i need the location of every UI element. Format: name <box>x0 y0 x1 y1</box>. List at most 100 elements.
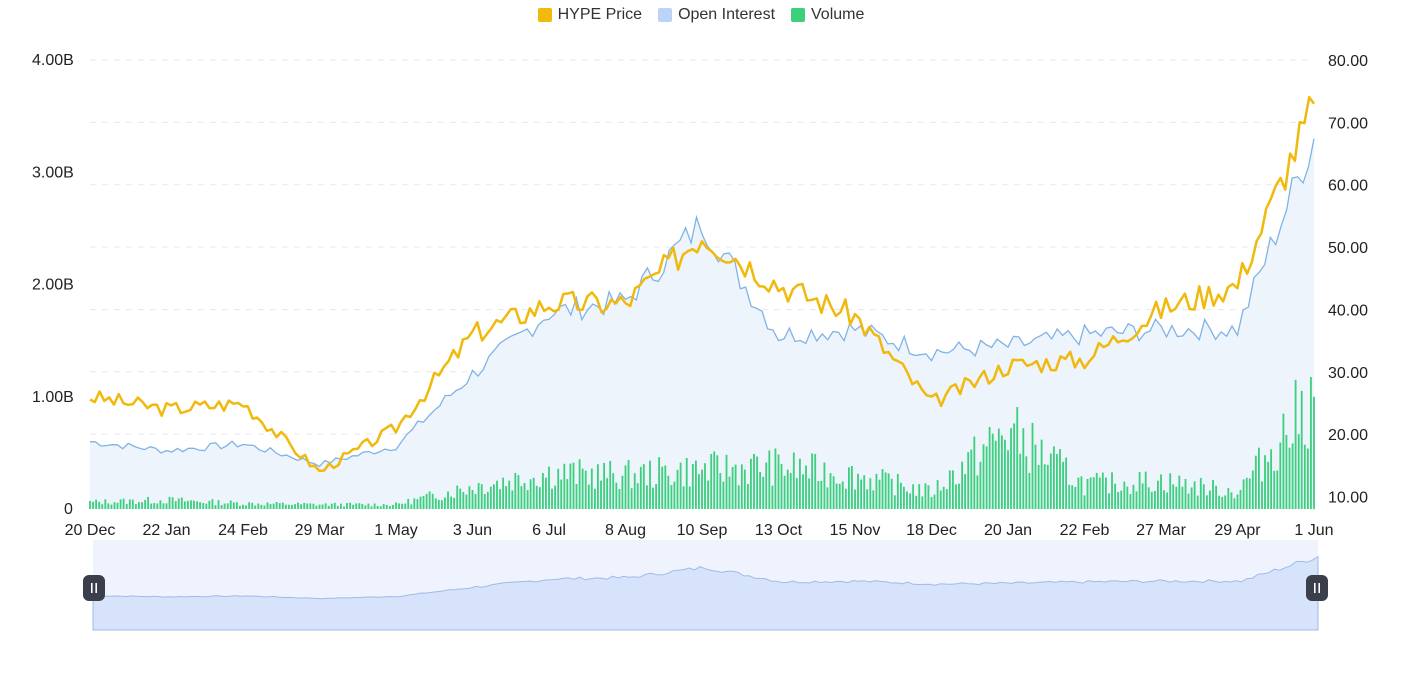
volume-bar <box>618 489 621 509</box>
volume-bar <box>698 474 700 509</box>
right-axis-tick: 20.00 <box>1328 427 1368 444</box>
volume-bar <box>92 501 94 509</box>
volume-bar <box>771 485 774 509</box>
volume-bar <box>1310 377 1312 509</box>
volume-bar <box>1279 442 1282 509</box>
volume-bar <box>312 503 315 509</box>
volume-bar <box>747 484 749 509</box>
volume-bar <box>805 465 807 509</box>
slider-left-handle[interactable] <box>83 575 105 601</box>
slider-right-handle[interactable] <box>1306 575 1328 601</box>
volume-bar <box>232 502 235 509</box>
volume-bar <box>208 500 211 509</box>
left-axis-tick: 1.00B <box>32 389 74 406</box>
volume-bar <box>597 464 599 509</box>
volume-bar <box>857 473 859 509</box>
volume-bar <box>1264 455 1266 509</box>
volume-bar <box>893 495 896 509</box>
pause-icon-bar <box>1318 583 1320 593</box>
volume-bar <box>1037 465 1040 509</box>
volume-bar <box>474 494 477 509</box>
volume-bar <box>135 504 137 509</box>
volume-bar <box>505 486 508 509</box>
volume-bar <box>486 491 489 509</box>
legend-item-oi[interactable]: Open Interest <box>658 6 775 24</box>
x-axis-tick: 20 Jan <box>984 522 1032 539</box>
range-slider[interactable] <box>83 540 1328 631</box>
volume-bar <box>823 462 826 509</box>
volume-bar <box>814 453 817 509</box>
volume-bar <box>416 499 419 509</box>
volume-bar <box>355 503 358 509</box>
volume-bar <box>364 505 367 509</box>
volume-bar <box>1288 447 1291 509</box>
volume-bar <box>906 491 908 509</box>
volume-bar <box>288 504 290 509</box>
volume-bar <box>1212 479 1214 509</box>
volume-bar <box>180 497 183 509</box>
volume-bar <box>1019 453 1022 509</box>
x-axis-tick: 3 Jun <box>453 522 492 539</box>
volume-bar <box>707 480 710 509</box>
volume-bar <box>1215 485 1218 509</box>
volume-bar <box>603 462 606 509</box>
volume-bar <box>327 505 330 509</box>
volume-bar <box>529 479 532 509</box>
volume-bar <box>734 464 737 509</box>
volume-bar <box>581 468 584 509</box>
volume-bar <box>431 493 434 509</box>
volume-bar <box>1276 470 1279 509</box>
volume-bar <box>820 481 823 509</box>
volume-bar <box>964 474 967 509</box>
volume-bar <box>330 503 333 509</box>
volume-bar <box>168 496 171 509</box>
volume-bar <box>817 481 820 509</box>
volume-bar <box>263 505 266 509</box>
volume-bar <box>633 473 636 509</box>
volume-bar <box>450 496 453 509</box>
volume-bar <box>1294 379 1297 509</box>
volume-bar <box>1089 477 1092 509</box>
slider-preview <box>92 555 1319 631</box>
volume-bar <box>780 464 783 509</box>
volume-bar <box>991 433 994 509</box>
volume-bar <box>376 506 379 509</box>
volume-bar <box>933 494 936 509</box>
volume-bar <box>1291 443 1294 509</box>
volume-bar <box>471 490 474 509</box>
volume-bar <box>1282 413 1285 509</box>
volume-bar <box>1227 488 1230 509</box>
volume-bar <box>306 503 309 509</box>
volume-bar <box>841 481 844 509</box>
volume-bar <box>740 464 743 509</box>
legend-item-price[interactable]: HYPE Price <box>537 6 642 24</box>
volume-bar <box>1267 461 1270 509</box>
volume-bar <box>367 503 370 509</box>
volume-bar <box>385 504 388 509</box>
volume-bar <box>318 504 321 509</box>
volume-bar <box>795 478 798 509</box>
volume-bar <box>1007 450 1009 509</box>
volume-bar <box>1248 478 1251 509</box>
volume-bar <box>444 497 446 509</box>
volume-bar <box>447 491 449 509</box>
volume-bar <box>1251 470 1254 509</box>
volume-bar <box>1080 476 1083 509</box>
volume-bar <box>884 472 887 509</box>
volume-bar <box>441 500 443 509</box>
pause-icon-bar <box>95 583 97 593</box>
volume-bar <box>174 501 177 509</box>
volume-bar <box>1273 470 1276 509</box>
volume-bar <box>860 479 863 509</box>
volume-bar <box>630 488 633 509</box>
volume-bar <box>682 486 685 509</box>
volume-bar <box>725 454 728 509</box>
volume-bar <box>695 460 697 509</box>
left-axis-tick: 2.00B <box>32 277 74 294</box>
volume-bar <box>1307 448 1309 509</box>
legend-item-volume[interactable]: Volume <box>791 6 864 24</box>
volume-bar <box>526 490 529 509</box>
volume-bar <box>921 496 924 509</box>
volume-bar <box>211 499 214 509</box>
volume-bar <box>768 450 771 509</box>
